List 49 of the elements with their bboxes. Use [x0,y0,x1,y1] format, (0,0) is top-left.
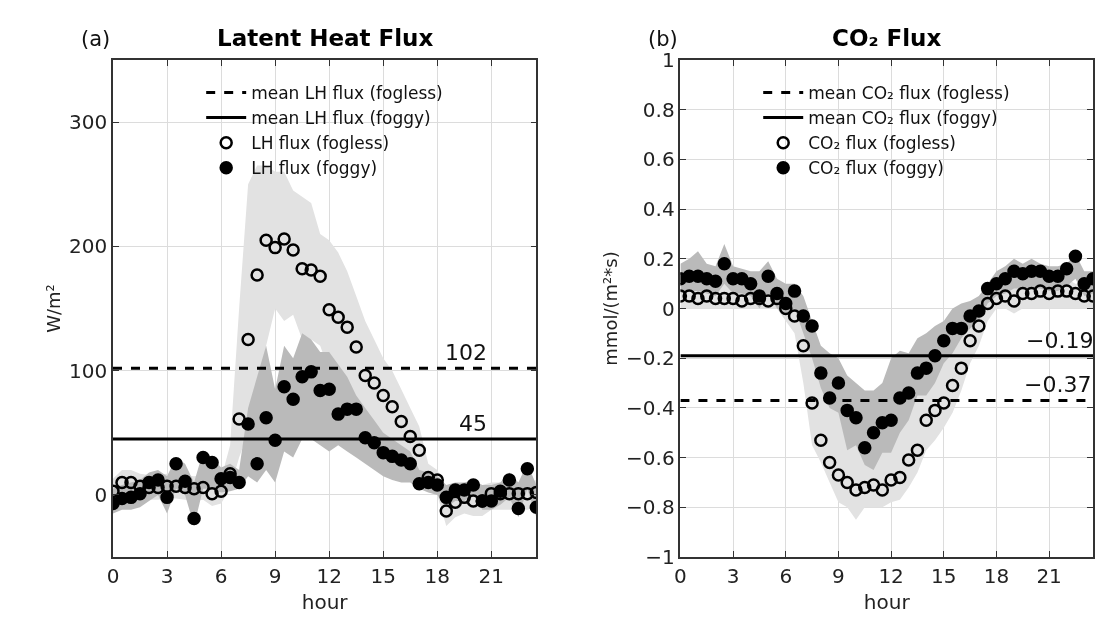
x-tick-label: 9 [832,563,845,588]
y-tick-label: 100 [69,358,108,383]
y-tick-label: −0.6 [626,445,675,470]
annotation: 102 [445,340,487,365]
annotation: −0.37 [1024,372,1092,397]
annotation: −0.19 [1026,328,1094,353]
legend-label: CO₂ flux (fogless) [808,133,956,154]
x-tick-label: 3 [726,563,740,588]
y-tick-label: 1 [661,48,675,72]
chart-title: CO₂ Flux [832,25,942,51]
y-tick-label: 300 [69,110,108,135]
x-axis-title: hour [863,589,911,614]
legend-label: LH flux (foggy) [251,158,378,179]
y-tick-label: −0.8 [626,495,675,520]
y-axis-title: W/m² [42,284,64,333]
annotation: 45 [459,411,487,436]
y-tick-label: 0.2 [642,246,675,271]
x-tick-label: 9 [268,563,282,588]
legend-label: mean LH flux (fogless) [251,83,443,104]
x-tick-label: 18 [983,563,1010,588]
chart-title: Latent Heat Flux [217,25,434,51]
y-tick-label: 0.8 [642,97,675,122]
y-tick-label: −0.2 [626,346,675,371]
text: (a) [81,27,111,51]
y-tick-label: −1 [645,545,675,569]
x-tick-label: 3 [160,563,174,588]
y-tick-label: 0 [94,482,108,507]
y-axis-title: mmol/(m²*s) [599,251,621,366]
y-tick-label: −0.4 [626,395,675,420]
x-tick-label: 15 [931,563,957,588]
legend-label: LH flux (fogless) [251,133,390,154]
x-tick-label: 15 [370,563,396,588]
y-tick-label: 0.6 [642,147,675,172]
x-tick-label: 12 [878,563,904,588]
legend-label: mean LH flux (foggy) [251,108,431,129]
x-axis-title: hour [301,589,349,614]
x-tick-label: 21 [478,563,505,588]
x-tick-label: 18 [424,563,451,588]
legend-label: mean CO₂ flux (foggy) [808,108,998,129]
y-tick-label: 0.4 [642,197,675,222]
y-tick-label: 0 [661,296,675,321]
x-tick-label: 21 [1036,563,1062,588]
legend-label: CO₂ flux (foggy) [808,158,944,179]
y-tick-label: 200 [69,234,108,259]
legend-label: mean CO₂ flux (fogless) [808,83,1010,104]
x-tick-label: 12 [316,563,342,588]
text: (b) [648,27,678,51]
x-tick-label: 6 [214,563,228,588]
x-tick-label: 6 [779,563,793,588]
